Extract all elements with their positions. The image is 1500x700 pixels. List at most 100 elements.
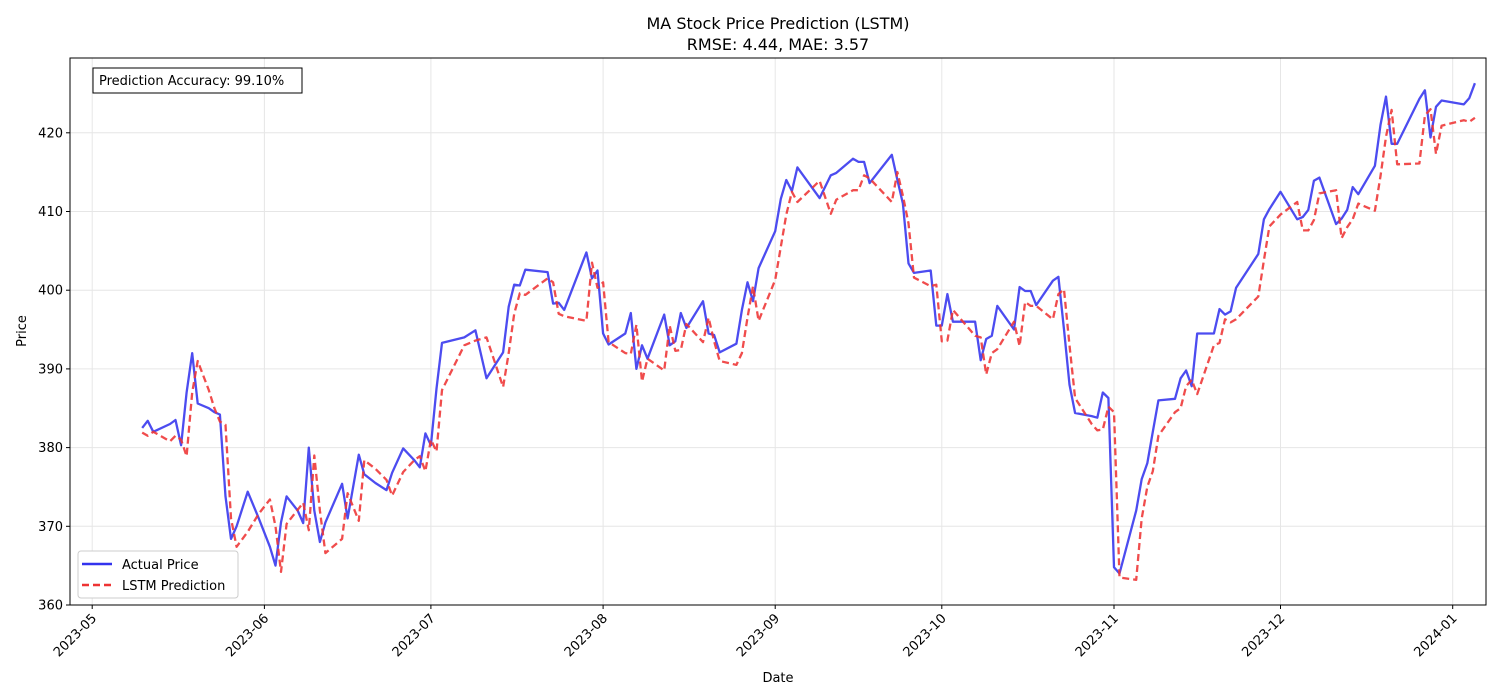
actual-price-point (1025, 290, 1026, 291)
lstm-prediction-point (375, 468, 376, 469)
actual-price-point (375, 482, 376, 483)
lstm-prediction-point (591, 262, 592, 263)
lstm-prediction-point (775, 279, 776, 280)
lstm-prediction-point (181, 439, 182, 440)
lstm-prediction-point (425, 471, 426, 472)
lstm-prediction-point (630, 353, 631, 354)
lstm-prediction-point (680, 349, 681, 350)
lstm-prediction-point (991, 353, 992, 354)
lstm-prediction-point (1336, 190, 1337, 191)
actual-price-point (1463, 104, 1464, 105)
lstm-prediction-point (719, 360, 720, 361)
lstm-prediction-point (1341, 238, 1342, 239)
y-tick-label: 380 (38, 441, 63, 456)
lstm-prediction-point (930, 286, 931, 287)
lstm-prediction-point (1469, 121, 1470, 122)
actual-price-point (669, 345, 670, 346)
series-layer (141, 82, 1476, 581)
lstm-prediction-point (1025, 301, 1026, 302)
actual-price-point (308, 447, 309, 448)
lstm-prediction-point (525, 294, 526, 295)
actual-price-point (591, 278, 592, 279)
actual-price-point (181, 445, 182, 446)
lstm-prediction-point (208, 390, 209, 391)
actual-price-point (708, 333, 709, 334)
lstm-prediction-point (941, 341, 942, 342)
actual-price-point (1380, 124, 1381, 125)
actual-price-point (1435, 106, 1436, 107)
lstm-prediction-point (1180, 408, 1181, 409)
lstm-prediction-point (1152, 471, 1153, 472)
actual-price-point (147, 420, 148, 421)
lstm-prediction-point (786, 214, 787, 215)
actual-price-point (775, 231, 776, 232)
lstm-prediction-point (902, 195, 903, 196)
lstm-prediction-point (869, 178, 870, 179)
lstm-prediction-point (708, 317, 709, 318)
lstm-prediction-point (1358, 203, 1359, 204)
lstm-prediction-point (169, 441, 170, 442)
lstm-prediction-point (997, 349, 998, 350)
lstm-prediction-point (1097, 430, 1098, 431)
lstm-prediction-point (836, 199, 837, 200)
actual-price-point (475, 330, 476, 331)
actual-price-point (1102, 392, 1103, 393)
y-tick-label: 390 (38, 362, 63, 377)
lstm-prediction-point (1013, 321, 1014, 322)
actual-price-point (869, 183, 870, 184)
y-tick-label: 370 (38, 520, 63, 535)
actual-price-point (219, 414, 220, 415)
x-axis-label: Date (762, 671, 793, 686)
lstm-prediction-point (553, 282, 554, 283)
lstm-prediction-point (147, 435, 148, 436)
lstm-prediction-point (419, 456, 420, 457)
lstm-prediction-point (1075, 397, 1076, 398)
lstm-prediction-point (214, 408, 215, 409)
actual-price-point (236, 526, 237, 527)
lstm-prediction-point (1313, 220, 1314, 221)
actual-price-point (836, 172, 837, 173)
actual-price-point (1141, 479, 1142, 480)
actual-price-point (719, 352, 720, 353)
y-tick-label: 360 (38, 599, 63, 614)
lstm-prediction-point (386, 479, 387, 480)
actual-price-point (1352, 187, 1353, 188)
series-line-lstm-prediction (141, 108, 1476, 581)
lstm-prediction-point (897, 172, 898, 173)
actual-price-point (1136, 510, 1137, 511)
actual-price-point (386, 490, 387, 491)
lstm-prediction-point (197, 360, 198, 361)
actual-price-point (736, 343, 737, 344)
actual-price-point (1058, 276, 1059, 277)
actual-price-point (603, 333, 604, 334)
lstm-prediction-point (186, 456, 187, 457)
actual-price-point (608, 344, 609, 345)
actual-price-point (586, 252, 587, 253)
actual-price-point (1358, 194, 1359, 195)
actual-price-point (702, 301, 703, 302)
actual-price-point (1263, 219, 1264, 220)
lstm-prediction-point (519, 293, 520, 294)
actual-price-point (319, 541, 320, 542)
actual-price-point (403, 448, 404, 449)
actual-price-point (952, 321, 953, 322)
legend-label-prediction: LSTM Prediction (122, 579, 225, 594)
actual-price-point (1280, 191, 1281, 192)
lstm-prediction-point (1036, 305, 1037, 306)
actual-price-point (830, 175, 831, 176)
actual-price-point (1230, 311, 1231, 312)
lstm-prediction-point (603, 282, 604, 283)
actual-price-point (314, 510, 315, 511)
lstm-prediction-point (1224, 319, 1225, 320)
actual-price-point (641, 345, 642, 346)
lstm-prediction-point (586, 320, 587, 321)
actual-price-point (1302, 216, 1303, 217)
lstm-prediction-point (403, 471, 404, 472)
actual-price-point (758, 268, 759, 269)
actual-price-point (208, 408, 209, 409)
actual-price-point (752, 301, 753, 302)
lstm-prediction-point (1258, 296, 1259, 297)
actual-price-point (419, 467, 420, 468)
lstm-prediction-point (736, 364, 737, 365)
actual-price-point (1152, 431, 1153, 432)
